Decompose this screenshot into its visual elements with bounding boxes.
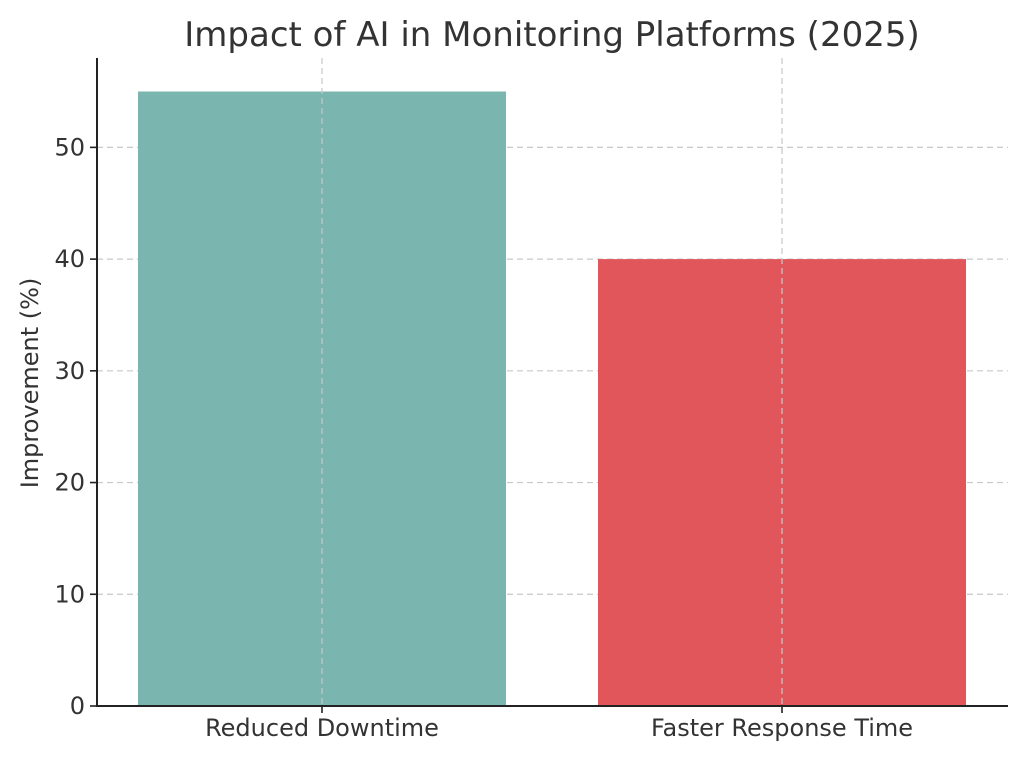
vertical-gridlines (321, 58, 783, 706)
x-tick-label: Reduced Downtime (205, 714, 439, 742)
chart-title: Impact of AI in Monitoring Platforms (20… (184, 15, 919, 55)
y-tick-label: 30 (54, 357, 85, 385)
y-tick-label: 10 (54, 580, 85, 608)
y-tick-label: 40 (54, 245, 85, 273)
x-tick-label: Faster Response Time (651, 714, 913, 742)
y-tick-label: 50 (54, 133, 85, 161)
x-axis-ticks: Reduced Downtime Faster Response Time (205, 706, 913, 742)
y-tick-label: 0 (70, 692, 85, 720)
bars (138, 91, 966, 707)
y-axis-label: Improvement (%) (16, 278, 44, 489)
y-axis-ticks: 0 10 20 30 40 50 (54, 133, 97, 720)
y-tick-label: 20 (54, 469, 85, 497)
